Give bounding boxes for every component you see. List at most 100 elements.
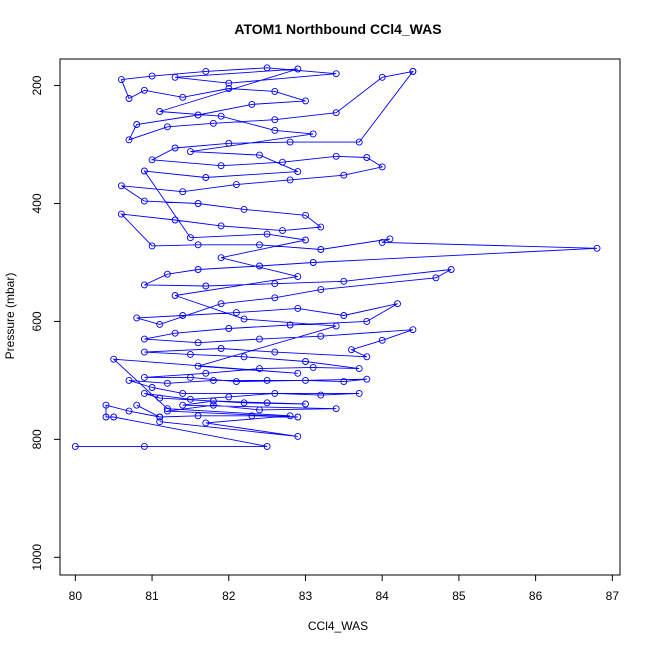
data-point [302,211,309,219]
data-point [194,412,202,420]
chart-title: ATOM1 Northbound CCl4_WAS [234,21,441,37]
data-point [363,375,371,383]
data-point [340,171,348,179]
data-point [217,300,225,308]
data-point [163,123,171,131]
data-point [186,148,194,156]
data-point [240,353,248,361]
series [71,64,601,450]
data-point [140,86,148,94]
data-point [133,401,141,409]
data-point [179,312,187,319]
data-point [340,378,348,386]
data-point [202,67,210,75]
data-point [171,216,179,224]
data-point [340,277,348,285]
data-point [256,365,263,373]
data-point [302,97,309,105]
data-point [156,320,164,328]
data-point [217,345,225,352]
data-point [140,348,148,356]
data-point [309,130,317,138]
data-point [140,167,148,175]
data-point [286,321,294,329]
x-axis: 80 81 82 83 84 85 86 87 [69,574,619,603]
data-point [271,116,279,124]
data-point [217,254,225,262]
data-point [294,369,302,377]
data-point [355,389,363,397]
data-point [156,394,164,402]
data-point [148,156,156,164]
data-point [217,222,225,230]
data-point [309,259,317,266]
data-point [294,432,302,440]
data-point [263,64,271,72]
data-point [186,395,194,403]
data-point [386,235,394,243]
data-point [248,100,256,108]
data-point [294,413,302,421]
data-point [225,79,233,87]
data-point [209,119,217,127]
data-point [186,373,194,381]
data-point [194,200,202,207]
data-point [256,335,263,343]
data-point [294,168,302,176]
data-point [394,300,401,308]
data-point [148,384,156,391]
data-point [117,76,125,84]
y-tick-label: 800 [30,429,44,449]
data-point [240,315,248,323]
data-point [271,294,279,302]
data-point [163,407,171,415]
data-point [225,139,233,147]
data-point [271,126,279,134]
data-point [209,397,217,405]
y-tick-label: 400 [30,193,44,213]
data-point [256,151,263,159]
data-point [171,292,179,299]
data-point [202,369,210,377]
data-point [148,72,156,80]
data-point [133,314,141,322]
data-point [248,412,256,420]
data-point [279,227,286,235]
data-point [332,70,340,78]
data-point [286,176,294,184]
data-point [317,332,325,340]
data-point [409,326,417,334]
data-point [140,197,148,205]
y-tick-label: 1000 [30,544,44,571]
data-point [71,442,79,450]
data-point [256,406,263,414]
y-tick-label: 600 [30,311,44,331]
data-point [156,413,164,421]
data-point [294,304,302,312]
data-point [171,144,179,152]
data-point [286,412,294,420]
data-point [194,111,202,119]
data-point [163,379,171,387]
data-point [378,163,386,171]
data-point [317,246,325,253]
data-point [194,339,202,347]
data-point [332,405,340,413]
data-point [317,223,325,231]
data-point [140,373,148,381]
data-point [348,346,355,354]
data-point [163,405,171,413]
data-point [271,87,279,95]
data-point [179,401,187,409]
data-point [263,442,271,450]
data-point [209,401,217,409]
data-point [340,312,348,319]
data-point [302,358,309,365]
data-point [225,325,233,332]
data-point [256,262,263,270]
data-point [294,65,302,73]
data-point [217,112,225,120]
data-point [117,210,125,218]
data-point [355,365,363,373]
